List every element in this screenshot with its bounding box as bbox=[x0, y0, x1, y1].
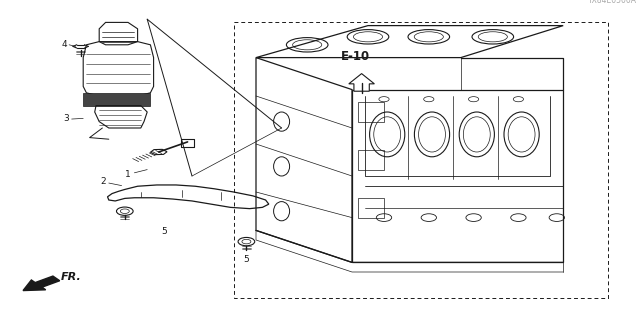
FancyArrow shape bbox=[23, 276, 60, 291]
Polygon shape bbox=[83, 93, 150, 106]
Text: FR.: FR. bbox=[61, 272, 81, 282]
Text: 1: 1 bbox=[125, 170, 131, 179]
Text: 2: 2 bbox=[100, 177, 106, 186]
Text: 4: 4 bbox=[61, 40, 67, 49]
Polygon shape bbox=[349, 74, 374, 91]
Text: 3: 3 bbox=[63, 114, 69, 123]
Text: E-10: E-10 bbox=[340, 50, 370, 62]
Text: TX84E0500A: TX84E0500A bbox=[588, 0, 637, 5]
Text: 5: 5 bbox=[244, 255, 249, 264]
Text: 5: 5 bbox=[162, 228, 167, 236]
